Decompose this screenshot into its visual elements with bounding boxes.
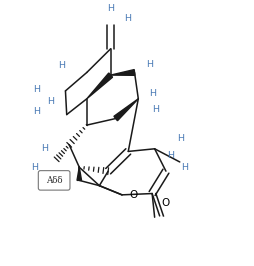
Polygon shape (111, 70, 135, 75)
Polygon shape (77, 167, 82, 180)
Polygon shape (114, 99, 138, 121)
Text: H: H (150, 89, 157, 98)
Text: Aδδ: Aδδ (46, 176, 62, 185)
Text: H: H (146, 60, 153, 69)
Text: H: H (181, 163, 188, 172)
FancyBboxPatch shape (38, 171, 70, 190)
Text: H: H (33, 85, 40, 94)
Text: H: H (47, 97, 54, 106)
Polygon shape (87, 73, 113, 99)
Text: H: H (58, 61, 66, 70)
Text: H: H (107, 4, 114, 13)
Text: O: O (162, 198, 170, 208)
Text: H: H (31, 163, 38, 172)
Text: O: O (129, 190, 137, 200)
Text: H: H (177, 134, 184, 143)
Text: H: H (167, 151, 174, 160)
Text: H: H (33, 107, 40, 117)
Text: H: H (124, 14, 132, 23)
Text: H: H (42, 178, 49, 188)
Text: H: H (41, 144, 48, 153)
Text: H: H (152, 105, 159, 114)
Text: H: H (55, 182, 62, 192)
